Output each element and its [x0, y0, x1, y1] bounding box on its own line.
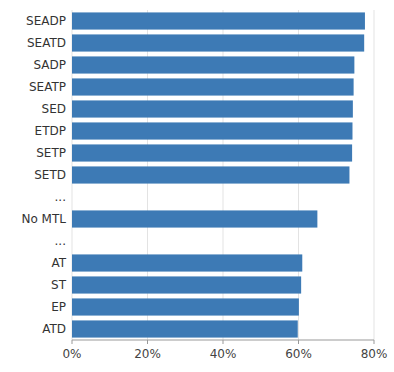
bar [72, 166, 349, 183]
chart-container: 0% 20% 40% 60% 80% SEADP SEATD SADP SEATP SED ETDP… [0, 0, 394, 372]
grid [72, 10, 374, 340]
category-label: EP [51, 300, 66, 314]
category-label: SEADP [26, 14, 66, 28]
bar [72, 254, 302, 271]
tick-label: 60% [285, 347, 312, 361]
bar [72, 100, 353, 117]
bar [72, 78, 354, 95]
y-axis: SEADP SEATD SADP SEATP SED ETDP SETP SETD... No … [21, 14, 66, 336]
category-label: ... [55, 190, 66, 204]
bar [72, 276, 301, 293]
x-axis: 0% 20% 40% 60% 80% [62, 340, 387, 361]
bars [72, 12, 365, 337]
tick-label: 20% [134, 347, 161, 361]
tick-label: 80% [361, 347, 388, 361]
category-label: AT [51, 256, 66, 270]
category-label: SETP [36, 146, 66, 160]
tick-label: 0% [62, 347, 81, 361]
bar [72, 298, 299, 315]
tick-mark [147, 340, 148, 344]
category-label: ST [51, 278, 67, 292]
category-label: ETDP [35, 124, 66, 138]
bar [72, 144, 352, 161]
grid-line [374, 10, 375, 340]
category-label: ... [55, 234, 66, 248]
tick-mark [298, 340, 299, 344]
category-label: SEATD [27, 36, 66, 50]
tick-mark [374, 340, 375, 344]
bar [72, 12, 365, 29]
bar [72, 34, 364, 51]
tick-label: 40% [210, 347, 237, 361]
tick-mark [223, 340, 224, 344]
bar [72, 210, 317, 227]
bar [72, 320, 298, 337]
bar [72, 56, 354, 73]
category-label: SEATP [29, 80, 66, 94]
category-label: No MTL [21, 212, 66, 226]
category-label: SETD [34, 168, 66, 182]
chart-svg: 0% 20% 40% 60% 80% SEADP SEATD SADP SEATP SED ETDP… [0, 0, 394, 372]
category-label: ATD [42, 322, 66, 336]
bar [72, 122, 352, 139]
category-label: SADP [33, 58, 66, 72]
tick-mark [72, 340, 73, 344]
category-label: SED [42, 102, 66, 116]
